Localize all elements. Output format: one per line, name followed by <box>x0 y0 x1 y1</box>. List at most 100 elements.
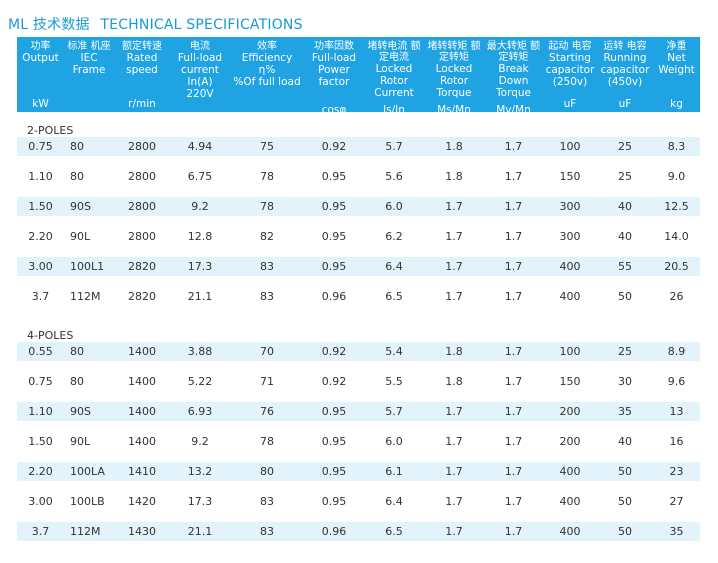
header-en-line: speed <box>126 64 158 76</box>
column-header: 功率 Output kW <box>17 37 64 112</box>
table-cell: 1.7 <box>504 495 523 508</box>
table-cell: 50 <box>618 495 632 508</box>
header-cn: 功率 <box>30 41 51 52</box>
table-cell: 1.7 <box>424 522 484 541</box>
table-row: 3.00 100LB 1420 17.3 83 0.95 6.4 1.7 1.7 400 50 27 <box>17 481 700 522</box>
table-row: 1.50 90S 2800 9.2 78 0.95 6.0 1.7 1.7 300 40 12.5 <box>17 197 700 216</box>
header-en-line: Output <box>22 52 59 64</box>
table-cell: 400 <box>559 290 581 303</box>
header-en-line: Rotor <box>439 75 469 87</box>
table-cell: 1.7 <box>484 137 543 156</box>
title-en: TECHNICAL SPECIFICATIONS <box>100 17 303 33</box>
table-cell: 21.1 <box>187 290 213 303</box>
header-en-line: Down <box>498 75 529 87</box>
table-cell: 8.3 <box>653 137 700 156</box>
table-cell: 80 <box>64 137 114 156</box>
header-unit: cosφ <box>321 104 347 112</box>
table-cell: 2800 <box>114 197 170 216</box>
table-cell: 25 <box>618 170 632 183</box>
table-cell: 1.7 <box>424 197 484 216</box>
table-cell: 400 <box>543 462 597 481</box>
header-en-line: Full-load <box>311 52 357 64</box>
table-cell: 20.5 <box>653 257 700 276</box>
table-cell: 1.7 <box>484 257 543 276</box>
table-cell: 78 <box>260 170 274 183</box>
header-unit: Mv/Mn <box>496 104 531 112</box>
table-cell: 3.00 <box>28 495 53 508</box>
column-header: 堵转电流 额定电流 Locked Rotor Current Is/In <box>364 37 424 112</box>
title-cn: ML 技术数据 <box>8 17 90 33</box>
table-cell: 2820 <box>128 290 156 303</box>
table-cell: 1.7 <box>445 435 463 448</box>
table-cell: 300 <box>559 230 581 243</box>
spec-table: 功率 Output kW 标准 机座 IEC Frame 额定转速 Rated speed r/m… <box>17 37 700 541</box>
table-cell: 13.2 <box>170 462 230 481</box>
table-cell: 100L1 <box>64 257 114 276</box>
section-row: 2-POLES <box>17 112 700 137</box>
table-cell: 6.5 <box>364 522 424 541</box>
table-cell: 2.20 <box>17 462 64 481</box>
header-en-line: %Of full load <box>233 76 301 88</box>
table-cell: 3.00 <box>17 257 64 276</box>
table-cell: 0.55 <box>17 342 64 361</box>
table-cell: 40 <box>618 435 632 448</box>
table-cell: 1.8 <box>424 137 484 156</box>
table-cell: 1.7 <box>445 495 463 508</box>
table-cell: 6.0 <box>364 197 424 216</box>
table-cell: 80 <box>230 462 304 481</box>
page-title: ML 技术数据 TECHNICAL SPECIFICATIONS <box>8 14 309 34</box>
header-en-line: capacitor <box>545 64 595 76</box>
table-cell: 8.9 <box>653 342 700 361</box>
table-cell: 0.95 <box>321 230 347 243</box>
table-cell: 1.50 <box>17 197 64 216</box>
table-cell: 70 <box>230 342 304 361</box>
table-cell: 12.5 <box>653 197 700 216</box>
table-cell: 80 <box>70 375 84 388</box>
table-cell: 17.3 <box>170 257 230 276</box>
table-cell: 90L <box>70 230 91 243</box>
header-cn: 起动 电容 <box>548 41 592 52</box>
table-cell: 0.92 <box>321 375 347 388</box>
table-cell: 83 <box>260 290 274 303</box>
table-cell: 0.92 <box>304 137 364 156</box>
table-cell: 12.8 <box>187 230 213 243</box>
table-cell: 0.92 <box>304 342 364 361</box>
column-header: 标准 机座 IEC Frame <box>64 37 114 112</box>
header-unit: Is/In <box>383 104 405 112</box>
table-cell: 100 <box>543 342 597 361</box>
column-header: 功率因数 Full-load Power factor cosφ <box>304 37 364 112</box>
table-cell: 2800 <box>128 170 156 183</box>
table-cell: 0.95 <box>304 402 364 421</box>
header-en-line: (250v) <box>552 76 588 88</box>
table-cell: 75 <box>230 137 304 156</box>
table-cell: 1.8 <box>424 342 484 361</box>
table-body: 2-POLES 0.75 80 2800 4.94 75 0.92 5.7 1.8 1.7 100 2… <box>17 112 700 541</box>
table-cell: 112M <box>64 522 114 541</box>
column-header: 最大转矩 额定转矩 Break Down Torque Mv/Mn <box>484 37 543 112</box>
table-cell: 5.6 <box>385 170 403 183</box>
table-row: 0.55 80 1400 3.88 70 0.92 5.4 1.8 1.7 100 25 8.9 <box>17 342 700 361</box>
table-cell: 26 <box>669 290 684 303</box>
table-cell: 5.7 <box>364 137 424 156</box>
table-cell: 23 <box>653 462 700 481</box>
table-cell: 1.8 <box>445 170 463 183</box>
table-row: 3.7 112M 2820 21.1 83 0.96 6.5 1.7 1.7 400 50 26 <box>17 276 700 317</box>
table-cell: 40 <box>597 197 653 216</box>
table-cell: 1.7 <box>504 375 523 388</box>
header-en-line: Starting <box>549 52 591 64</box>
header-en-line: Current <box>374 87 414 99</box>
table-cell: 9.6 <box>667 375 686 388</box>
table-cell: 90S <box>64 402 114 421</box>
table-cell: 6.75 <box>187 170 213 183</box>
table-cell: 9.2 <box>191 435 209 448</box>
table-cell: 400 <box>559 495 581 508</box>
header-unit: kW <box>32 98 49 110</box>
table-cell: 1.7 <box>484 462 543 481</box>
table-cell: 55 <box>597 257 653 276</box>
table-cell: 82 <box>260 230 274 243</box>
section-label: 4-POLES <box>17 317 700 342</box>
table-cell: 1.7 <box>424 257 484 276</box>
table-cell: 1.7 <box>504 290 523 303</box>
table-row: 2.20 100LA 1410 13.2 80 0.95 6.1 1.7 1.7 400 50 23 <box>17 462 700 481</box>
table-cell: 6.4 <box>385 495 403 508</box>
